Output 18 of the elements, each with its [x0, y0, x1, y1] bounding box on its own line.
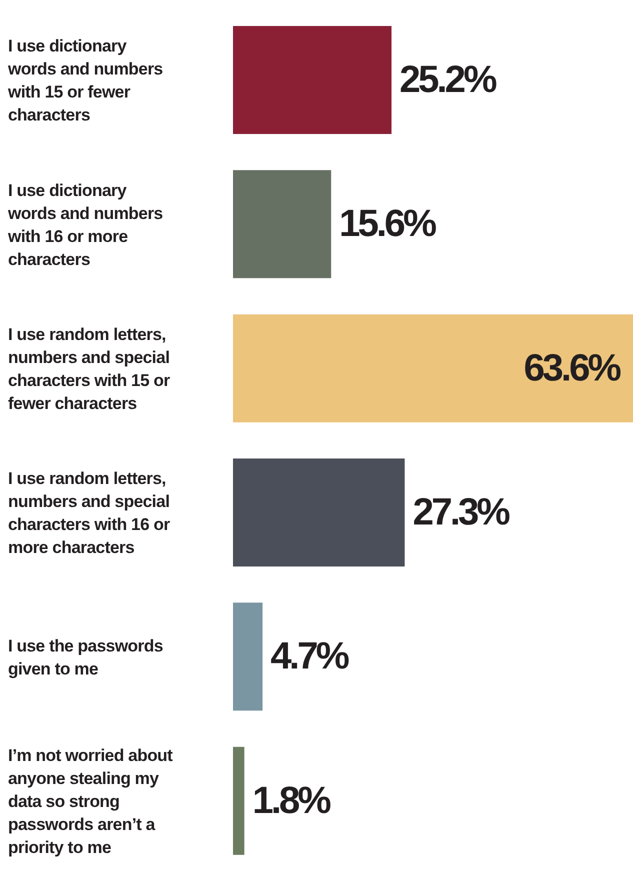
bar	[233, 170, 332, 278]
data-label: 15.6%	[339, 203, 436, 246]
y-tick-label: I use dictionary words and numbers with 15 or fewer characters	[7, 36, 163, 124]
data-label: 4.7%	[270, 636, 349, 678]
y-tick-label: I use random letters, numbers and special characters with 16 or more characters	[8, 468, 170, 557]
bar	[233, 458, 405, 566]
data-label: 1.8%	[252, 780, 331, 822]
bar	[233, 602, 263, 711]
bar	[233, 746, 244, 855]
data-label: 27.3%	[412, 492, 510, 534]
y-tick-label: I use the passwords given to me	[8, 636, 163, 678]
bar	[233, 26, 392, 134]
y-tick-label: I’m not worried about anyone stealing my data so strong passwords aren’t a priority to me	[8, 745, 174, 856]
data-label: 63.6%	[524, 347, 621, 390]
data-label: 25.2%	[399, 59, 496, 101]
y-tick-label: I use dictionary words and numbers with 16 or more characters	[7, 180, 163, 268]
bar	[233, 314, 633, 422]
y-tick-label: I use random letters, numbers and special characters with 15 or fewer characters	[8, 324, 170, 412]
